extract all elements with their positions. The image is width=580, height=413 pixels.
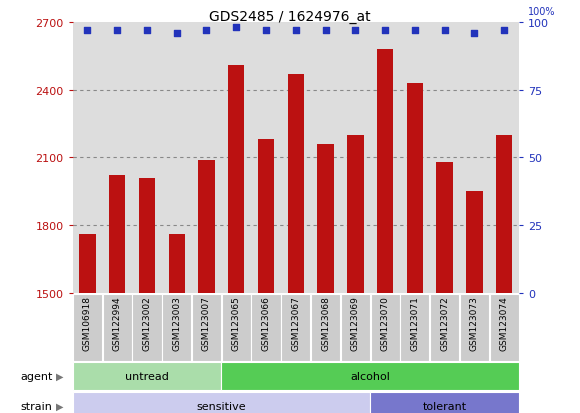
- Point: [410, 28, 419, 34]
- FancyBboxPatch shape: [72, 363, 222, 390]
- Bar: [437, 162, 453, 293]
- Point: [380, 28, 390, 34]
- Point: [440, 28, 450, 34]
- FancyBboxPatch shape: [162, 294, 191, 361]
- FancyBboxPatch shape: [400, 294, 429, 361]
- FancyBboxPatch shape: [72, 392, 370, 413]
- FancyBboxPatch shape: [192, 294, 221, 361]
- Text: ▶: ▶: [56, 371, 64, 381]
- Bar: [109, 176, 125, 293]
- Bar: [139, 178, 155, 293]
- Point: [499, 28, 509, 34]
- Point: [113, 28, 122, 34]
- Text: strain: strain: [20, 401, 52, 411]
- FancyBboxPatch shape: [490, 294, 519, 361]
- Text: GSM123068: GSM123068: [321, 295, 330, 350]
- Text: GSM122994: GSM122994: [113, 295, 122, 350]
- Bar: [496, 135, 512, 293]
- Bar: [258, 140, 274, 293]
- FancyBboxPatch shape: [222, 363, 519, 390]
- Text: GSM123002: GSM123002: [143, 295, 151, 350]
- Text: GSM123074: GSM123074: [500, 295, 509, 350]
- Text: tolerant: tolerant: [423, 401, 467, 411]
- Text: GSM123003: GSM123003: [172, 295, 181, 350]
- Point: [142, 28, 151, 34]
- Text: GSM123071: GSM123071: [411, 295, 419, 350]
- Text: GSM106918: GSM106918: [83, 295, 92, 350]
- Bar: [169, 235, 185, 293]
- Point: [262, 28, 271, 34]
- Text: untread: untread: [125, 371, 169, 381]
- Point: [291, 28, 300, 34]
- FancyBboxPatch shape: [281, 294, 310, 361]
- Point: [231, 25, 241, 31]
- Bar: [79, 235, 96, 293]
- Bar: [407, 83, 423, 293]
- Bar: [466, 192, 483, 293]
- Bar: [198, 160, 215, 293]
- FancyBboxPatch shape: [460, 294, 489, 361]
- FancyBboxPatch shape: [370, 392, 519, 413]
- Point: [83, 28, 92, 34]
- FancyBboxPatch shape: [252, 294, 281, 361]
- FancyBboxPatch shape: [222, 294, 251, 361]
- Text: ▶: ▶: [56, 401, 64, 411]
- Bar: [288, 75, 304, 293]
- Point: [470, 30, 479, 37]
- Text: GSM123066: GSM123066: [262, 295, 270, 350]
- Text: GSM123069: GSM123069: [351, 295, 360, 350]
- Text: GSM123070: GSM123070: [380, 295, 390, 350]
- Text: GSM123007: GSM123007: [202, 295, 211, 350]
- FancyBboxPatch shape: [371, 294, 400, 361]
- Point: [202, 28, 211, 34]
- Text: sensitive: sensitive: [197, 401, 246, 411]
- FancyBboxPatch shape: [103, 294, 132, 361]
- Bar: [317, 145, 334, 293]
- Text: GSM123065: GSM123065: [232, 295, 241, 350]
- Bar: [377, 50, 393, 293]
- Text: 100%: 100%: [528, 7, 556, 17]
- FancyBboxPatch shape: [132, 294, 161, 361]
- Text: GSM123067: GSM123067: [291, 295, 300, 350]
- FancyBboxPatch shape: [311, 294, 340, 361]
- Text: GDS2485 / 1624976_at: GDS2485 / 1624976_at: [209, 10, 371, 24]
- FancyBboxPatch shape: [73, 294, 102, 361]
- Point: [172, 30, 182, 37]
- Text: agent: agent: [20, 371, 53, 381]
- Point: [321, 28, 330, 34]
- Text: alcohol: alcohol: [350, 371, 390, 381]
- FancyBboxPatch shape: [341, 294, 370, 361]
- Text: GSM123072: GSM123072: [440, 295, 449, 350]
- Text: GSM123073: GSM123073: [470, 295, 479, 350]
- Point: [351, 28, 360, 34]
- FancyBboxPatch shape: [430, 294, 459, 361]
- Bar: [228, 66, 244, 293]
- Bar: [347, 135, 364, 293]
